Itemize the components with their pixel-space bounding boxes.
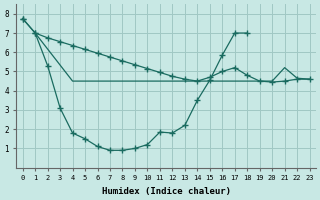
X-axis label: Humidex (Indice chaleur): Humidex (Indice chaleur) (102, 187, 231, 196)
